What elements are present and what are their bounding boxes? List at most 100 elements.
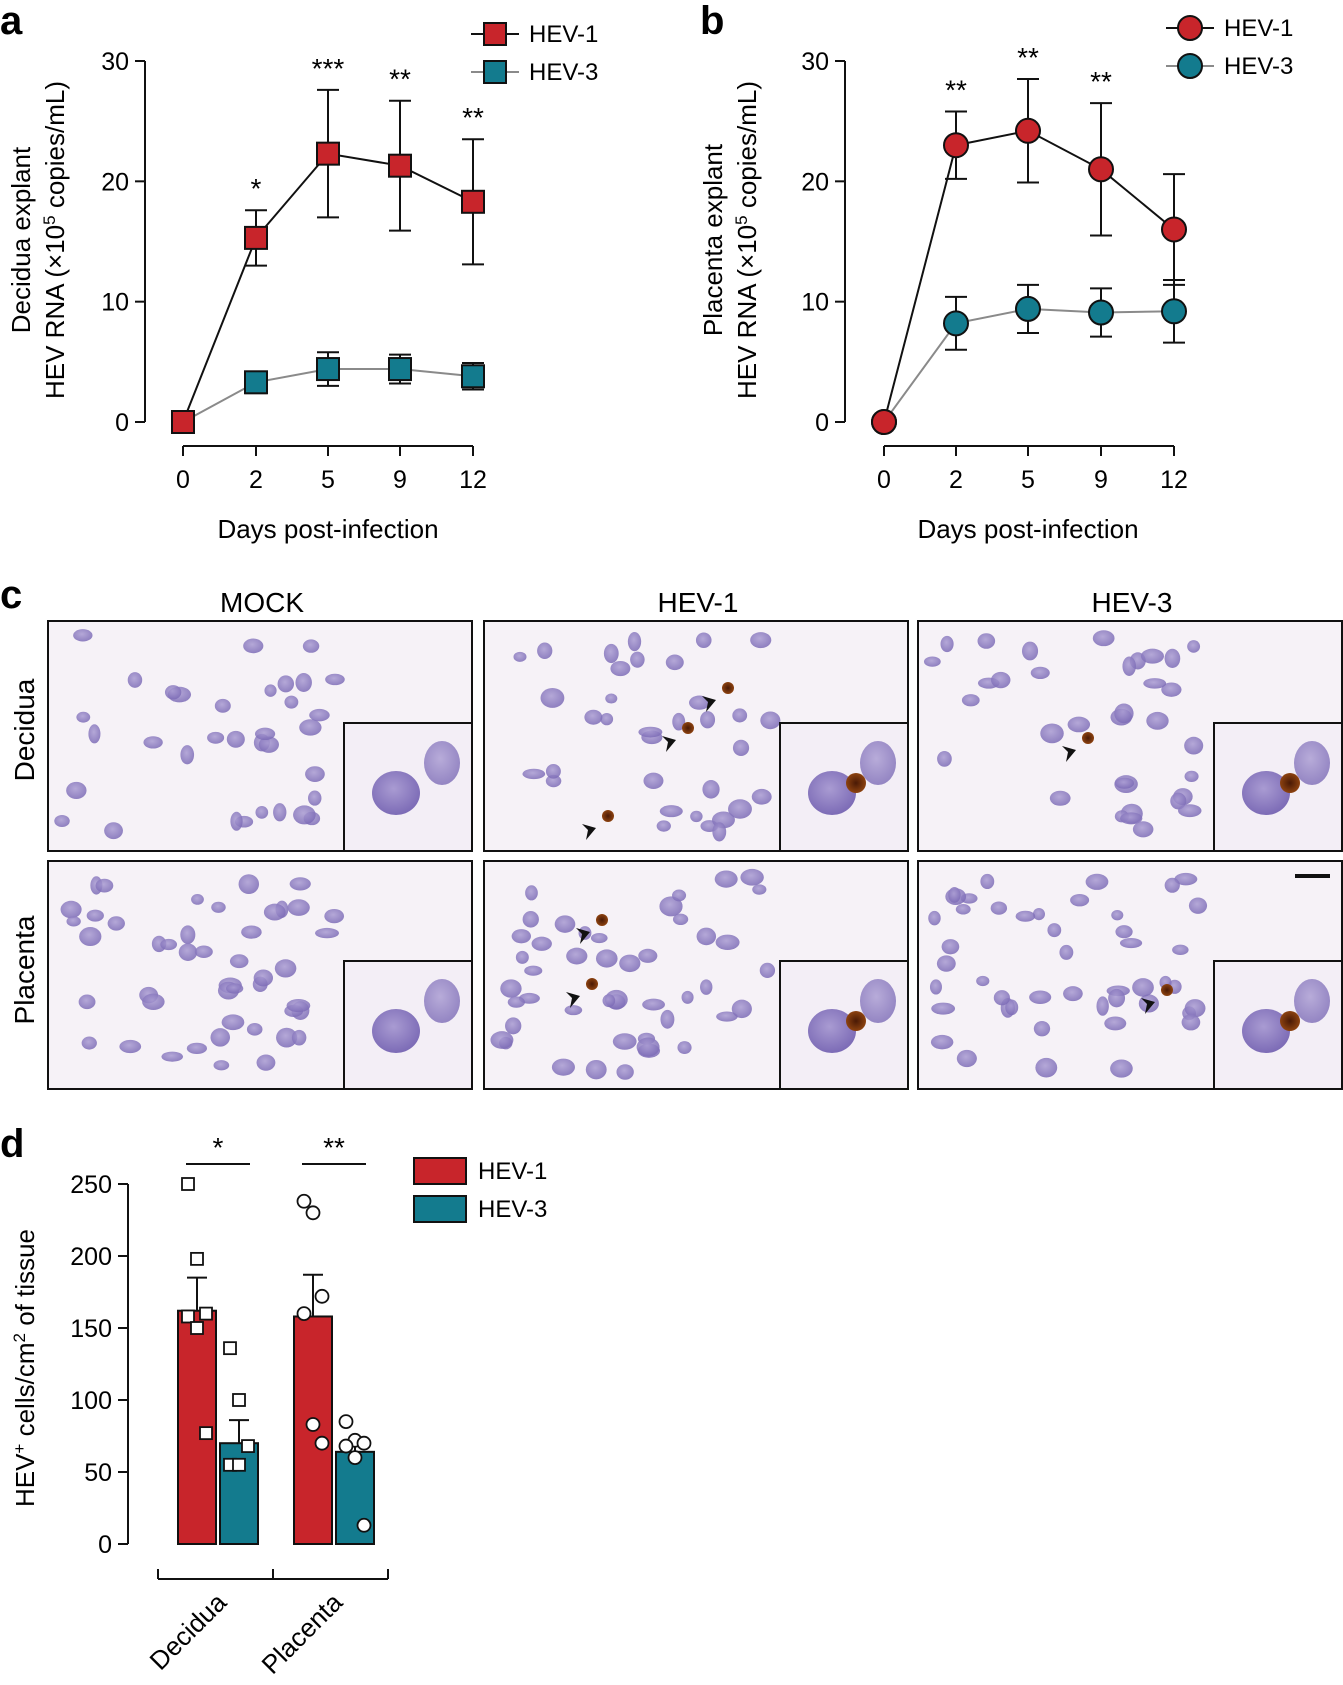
nucleus	[191, 893, 204, 905]
nucleus	[1119, 937, 1143, 949]
nucleus	[221, 1014, 245, 1031]
nucleus	[585, 1059, 607, 1080]
nucleus	[1146, 711, 1169, 730]
y-tick-label: 200	[70, 1243, 112, 1271]
significance-label: **	[1090, 66, 1112, 97]
panel-letter-c: c	[0, 573, 22, 617]
nucleus	[732, 739, 750, 756]
nucleus	[540, 687, 565, 708]
micrograph-decidua-hev3	[917, 620, 1343, 852]
legend-label: HEV-1	[478, 1158, 547, 1185]
nucleus	[1070, 893, 1090, 907]
nucleus	[931, 1002, 956, 1015]
nucleus	[1174, 872, 1198, 886]
data-point	[223, 1341, 237, 1356]
nucleus	[1085, 873, 1109, 890]
legend-swatch	[413, 1195, 467, 1223]
nucleus	[659, 896, 683, 917]
hev-positive-stain	[1082, 732, 1094, 744]
data-point	[305, 1205, 321, 1221]
nucleus	[277, 675, 295, 693]
nucleus	[1049, 790, 1071, 806]
nucleus	[1172, 944, 1189, 955]
chart-a: Decidua explant HEV RNA (×105 copies/mL)…	[6, 21, 598, 544]
nucleus	[612, 1033, 637, 1050]
data-point	[356, 1517, 372, 1533]
nucleus	[1047, 923, 1062, 938]
nucleus	[161, 1051, 184, 1062]
nucleus	[712, 822, 727, 842]
nucleus	[702, 780, 720, 799]
nucleus	[81, 1036, 97, 1050]
nucleus	[941, 939, 960, 955]
nucleus	[600, 712, 614, 726]
nucleus	[1035, 1057, 1058, 1078]
nucleus	[638, 948, 658, 963]
inset-nucleus	[1294, 741, 1330, 785]
nucleus	[309, 708, 330, 722]
nucleus	[229, 954, 249, 969]
data-point	[241, 1439, 255, 1453]
hev-positive-stain	[586, 978, 598, 990]
nucleus	[1029, 990, 1052, 1004]
nucleus	[207, 731, 225, 744]
data-point	[338, 1438, 354, 1454]
data-point-hev-1	[871, 409, 897, 435]
nucleus	[696, 927, 717, 946]
x-tick-label: Placenta	[255, 1587, 348, 1680]
nucleus	[1188, 897, 1208, 914]
x-tick-label: 5	[1021, 466, 1035, 494]
nucleus	[1015, 910, 1036, 922]
x-tick-label: 9	[393, 466, 407, 494]
nucleus	[731, 999, 752, 1019]
nucleus	[230, 811, 243, 831]
nucleus	[315, 927, 339, 939]
arrowhead-icon	[702, 696, 716, 712]
nucleus	[258, 736, 279, 753]
nucleus	[1096, 996, 1109, 1016]
nucleus	[253, 969, 274, 987]
nucleus	[948, 887, 961, 903]
nucleus	[930, 1034, 954, 1050]
nucleus	[246, 1023, 263, 1036]
significance-label: **	[945, 75, 967, 106]
y-tick-label: 0	[815, 409, 829, 437]
legend-marker	[1177, 15, 1203, 41]
nucleus	[180, 745, 195, 765]
nucleus	[143, 736, 163, 749]
nucleus	[287, 899, 310, 916]
nucleus	[619, 954, 641, 973]
nucleus	[1111, 909, 1124, 921]
nucleus	[1132, 978, 1154, 997]
nucleus	[665, 654, 684, 671]
nucleus	[566, 947, 588, 965]
nucleus	[584, 709, 603, 725]
nucleus	[214, 698, 231, 713]
significance-label: **	[462, 102, 484, 133]
chart-b-ylabel-line1: Placenta explant	[698, 143, 728, 336]
panel-letter-a: a	[0, 0, 23, 43]
legend-marker	[483, 22, 507, 46]
nucleus	[284, 695, 299, 709]
data-point	[296, 1193, 312, 1209]
legend-label: HEV-3	[1224, 53, 1293, 80]
hev-positive-stain	[682, 722, 694, 734]
nucleus	[1033, 1020, 1051, 1037]
nucleus	[642, 998, 665, 1011]
nucleus	[681, 990, 694, 1004]
data-point	[199, 1306, 213, 1321]
nucleus	[286, 999, 311, 1013]
y-tick-label: 10	[801, 289, 829, 317]
nucleus	[54, 814, 70, 828]
arrowhead-icon	[662, 736, 676, 752]
nucleus	[1040, 723, 1064, 744]
nucleus	[276, 1027, 298, 1048]
data-point-hev-1	[244, 225, 268, 250]
nucleus	[95, 878, 114, 893]
nucleus	[78, 994, 96, 1010]
inset-nucleus	[372, 771, 420, 815]
nucleus	[76, 711, 91, 723]
nucleus	[79, 927, 102, 947]
inset-nucleus	[1294, 979, 1330, 1023]
nucleus	[142, 993, 165, 1011]
